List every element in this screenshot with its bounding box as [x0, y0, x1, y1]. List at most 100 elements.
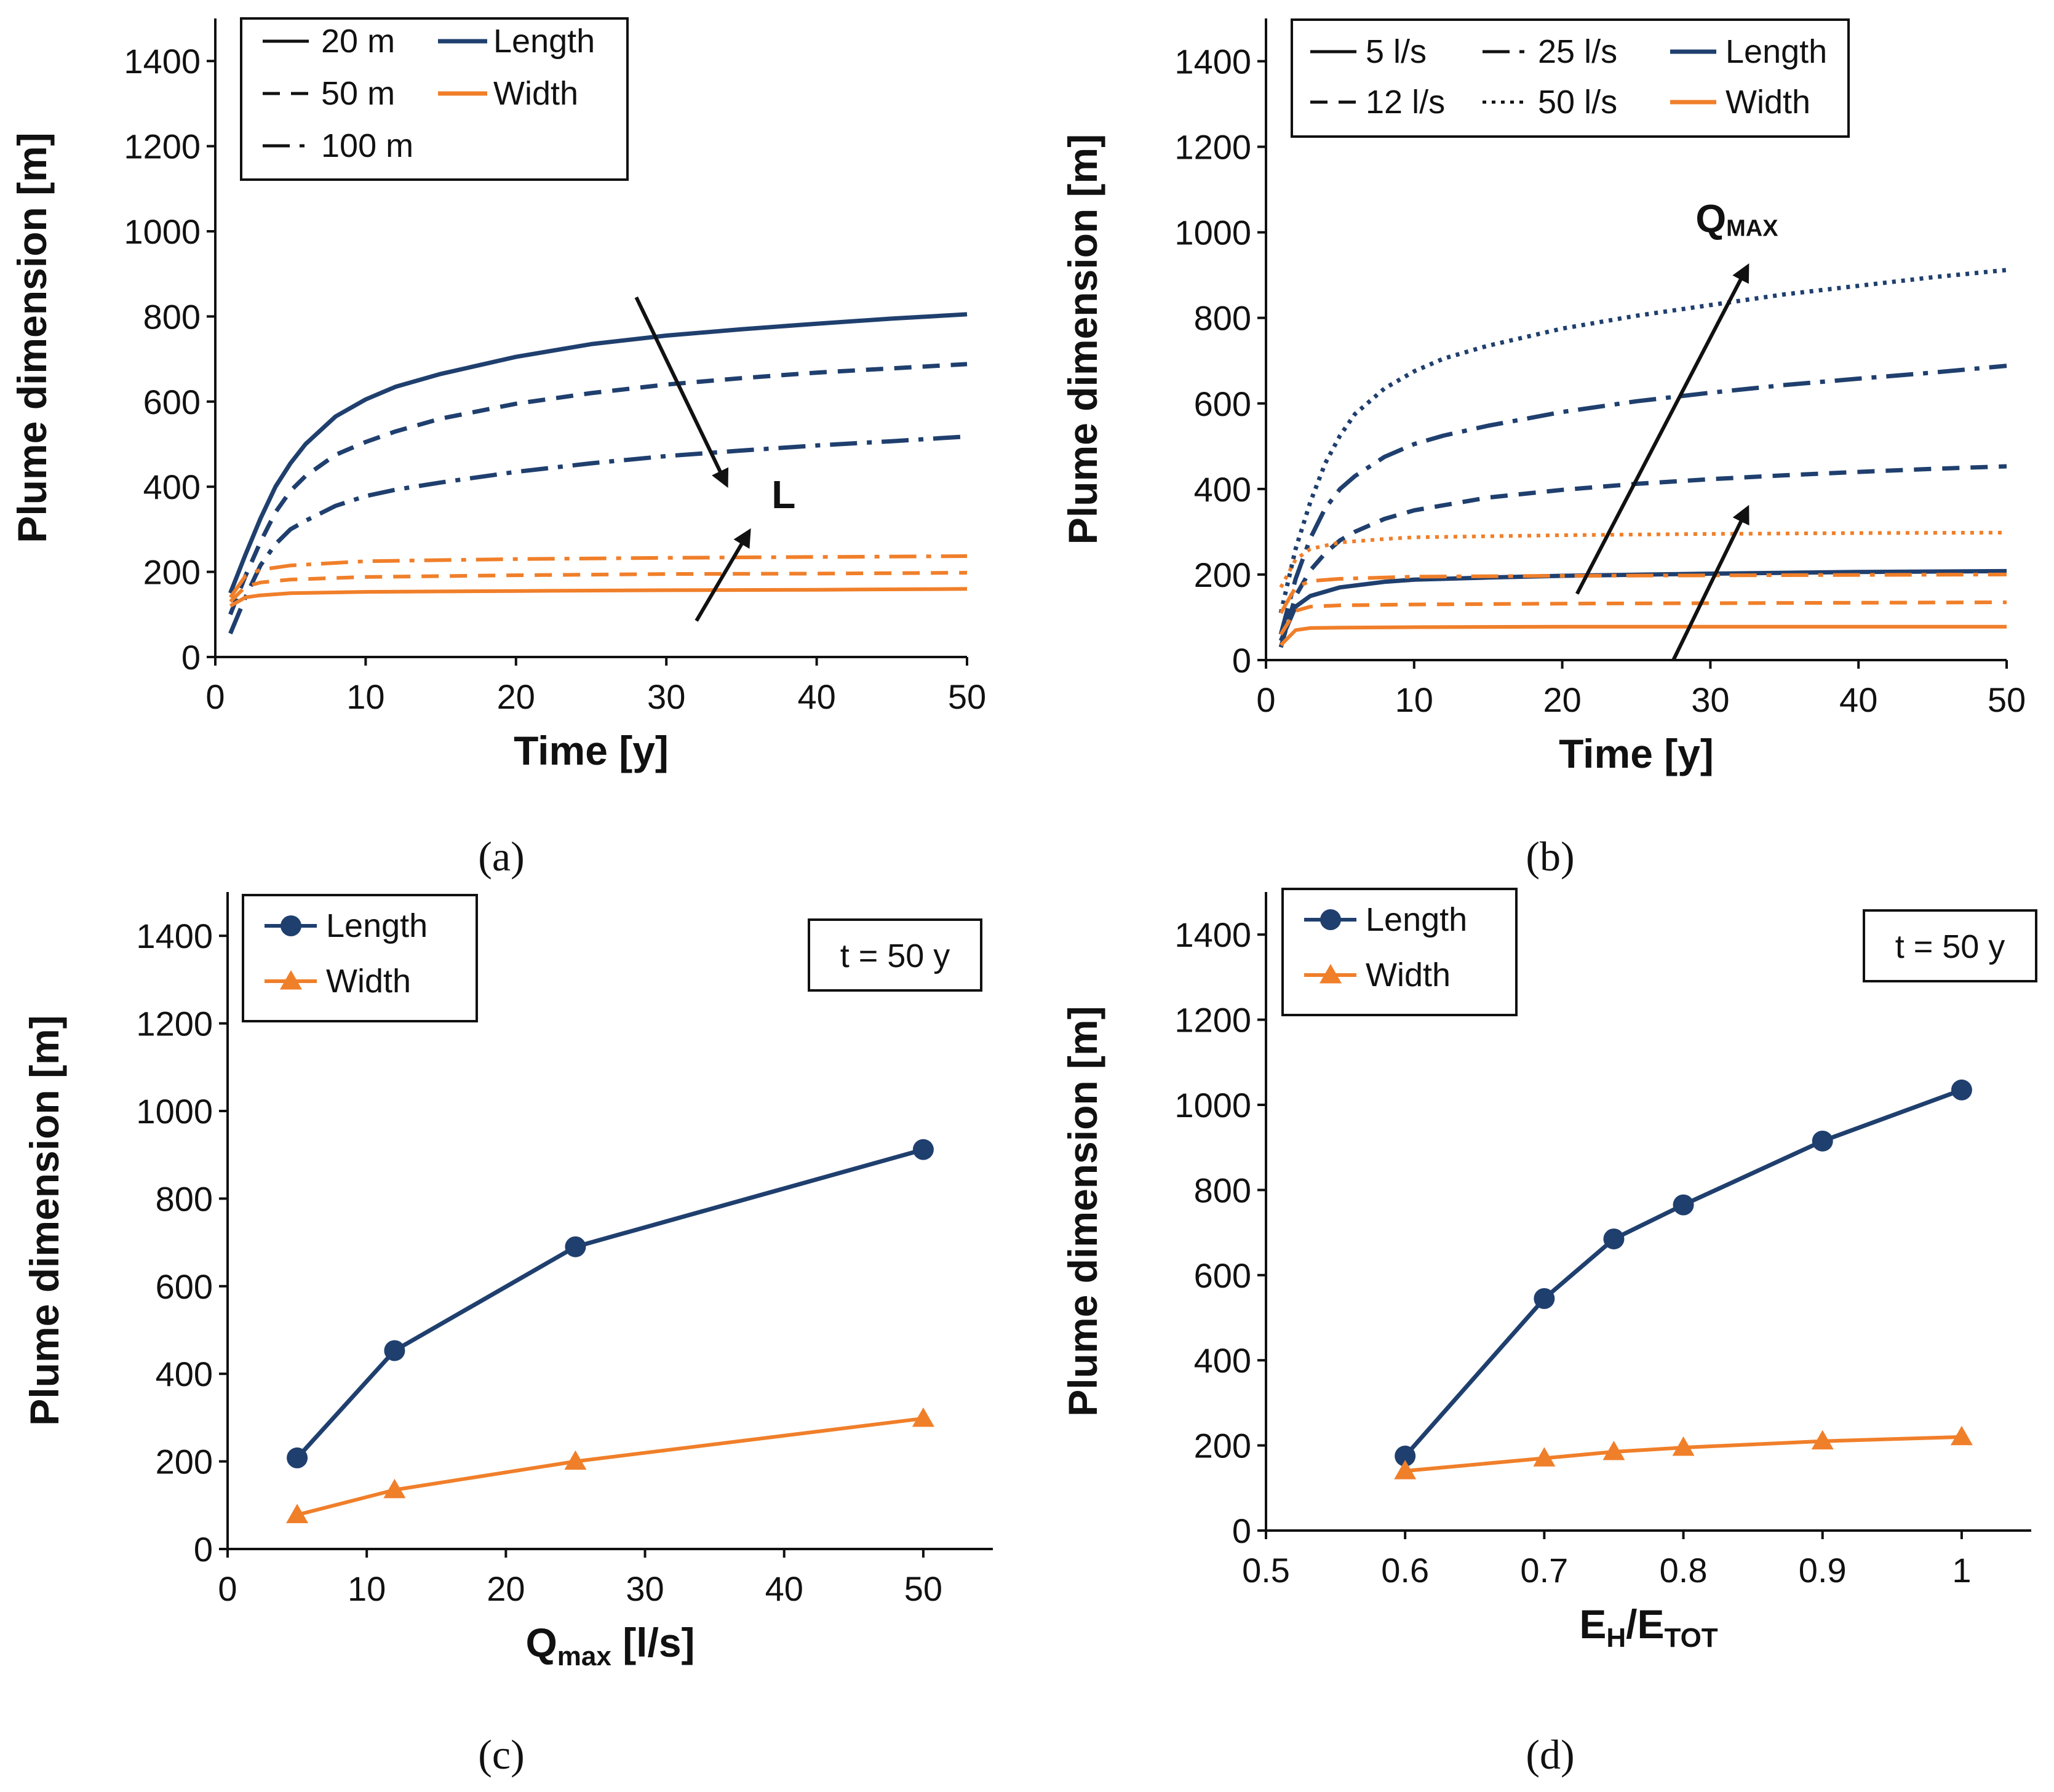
x-tick-label: 30: [626, 1569, 664, 1608]
y-axis-title: Plume dimension [m]: [22, 1015, 67, 1425]
legend-item-label: 12 l/s: [1366, 84, 1445, 121]
legend-item-label: 25 l/s: [1538, 33, 1617, 70]
time-textbox-label: t = 50 y: [1895, 928, 2005, 965]
x-tick-label: 50: [948, 677, 986, 716]
data-point-width: [383, 1478, 406, 1499]
y-tick-label: 1400: [1174, 42, 1251, 81]
legend-marker: [1320, 964, 1342, 984]
x-tick-label: 0: [218, 1569, 237, 1608]
y-tick-label: 600: [1194, 1256, 1251, 1295]
data-point-width: [1394, 1460, 1417, 1479]
x-tick-label: 1: [1952, 1551, 1971, 1590]
x-tick-label: 10: [1395, 680, 1433, 719]
x-tick-label: 40: [765, 1569, 803, 1608]
legend-box: [240, 17, 629, 181]
legend-item-label: Width: [326, 963, 411, 1000]
panel-label: (a): [478, 833, 524, 880]
y-tick-label: 400: [156, 1355, 213, 1393]
x-tick-label: 0.7: [1520, 1551, 1568, 1590]
data-point-length: [1395, 1445, 1416, 1467]
data-point-width: [1602, 1440, 1625, 1460]
data-point-length: [1951, 1079, 1972, 1101]
panel-label: (b): [1526, 833, 1574, 880]
y-tick-label: 400: [1194, 1341, 1251, 1380]
series-line-length-5-l-s: [1278, 568, 2007, 642]
data-point-width: [912, 1407, 934, 1427]
y-tick-label: 800: [1194, 299, 1251, 338]
series-line-width-5-l-s: [1279, 624, 2007, 647]
x-tick-label: 50: [904, 1569, 942, 1608]
x-tick-label: 20: [1543, 680, 1581, 719]
series-line-length: [1403, 1088, 1963, 1458]
data-point-length: [287, 1447, 308, 1468]
x-axis-title-part: Q: [525, 1620, 557, 1665]
x-tick-label: 30: [647, 677, 685, 716]
data-point-length: [1673, 1194, 1694, 1216]
y-tick-label: 0: [194, 1530, 213, 1569]
y-tick-label: 400: [1194, 470, 1251, 509]
series-line-length-25-l-s: [1278, 364, 2007, 635]
y-tick-label: 1400: [136, 917, 213, 955]
time-textbox: [808, 918, 982, 992]
legend-item-label: Width: [1366, 957, 1451, 994]
x-tick-label: 30: [1691, 680, 1729, 719]
series-line-width-12-l-s: [1279, 600, 2007, 635]
y-tick-label: 400: [143, 468, 201, 506]
annotation-label: QMAX: [1695, 197, 1778, 242]
x-tick-label: 0.9: [1799, 1551, 1847, 1590]
trend-arrow: [1671, 504, 1749, 661]
y-tick-label: 0: [1232, 641, 1251, 680]
legend-item-label: Length: [1726, 33, 1827, 70]
series-line-length-100-m: [228, 434, 968, 635]
annotation-main: L: [771, 472, 795, 517]
x-tick-label: 0.5: [1242, 1551, 1290, 1590]
x-axis-title-part: /E: [1626, 1601, 1664, 1647]
x-tick-label: 40: [797, 677, 835, 716]
y-tick-label: 800: [1194, 1171, 1251, 1209]
data-point-width: [1533, 1447, 1556, 1467]
y-tick-label: 1000: [136, 1092, 213, 1131]
panel-a: 0 200 400 600 800 1000 1200 1400 0 10 20 30 40 50 Plum…: [9, 17, 986, 880]
x-axis-title-part: max: [557, 1641, 612, 1671]
series-line-length-20-m: [228, 312, 968, 594]
x-axis-title: EH/ETOT: [1579, 1601, 1718, 1653]
y-tick-label: 600: [156, 1267, 213, 1306]
x-tick-label: 10: [346, 677, 384, 716]
legend-item-label: Length: [326, 907, 428, 944]
y-tick-label: 200: [1194, 1427, 1251, 1465]
time-textbox-label: t = 50 y: [840, 938, 950, 974]
series-line-width: [297, 1416, 924, 1517]
legend-item-label: Width: [493, 75, 578, 112]
y-axis-title: Plume dimension [m]: [1060, 1006, 1105, 1416]
legend-box: [242, 894, 478, 1022]
legend-item-label: 100 m: [321, 127, 413, 164]
legend-box: [1291, 18, 1850, 138]
x-axis-title-part: TOT: [1664, 1623, 1718, 1653]
data-point-length: [1534, 1288, 1555, 1309]
x-axis-title-part: H: [1606, 1623, 1626, 1653]
data-point-length: [565, 1236, 586, 1257]
data-point-width: [564, 1450, 587, 1470]
legend-item-label: Width: [1726, 84, 1810, 121]
x-tick-label: 0: [205, 677, 225, 716]
legend-marker: [1320, 909, 1341, 930]
legend-item-label: 50 l/s: [1538, 84, 1617, 121]
y-axis-title: Plume dimension [m]: [9, 132, 55, 543]
legend-item-label: 50 m: [321, 75, 395, 112]
legend-marker: [280, 970, 302, 990]
x-tick-label: 50: [1988, 680, 2026, 719]
x-tick-label: 0: [1256, 680, 1275, 719]
data-point-width: [1672, 1436, 1695, 1456]
series-line-length-50-m: [228, 362, 968, 616]
panel-label: (c): [478, 1731, 524, 1778]
y-tick-label: 1000: [124, 212, 201, 251]
legend-item-label: Length: [493, 23, 595, 60]
panel-b: 0 200 400 600 800 1000 1200 1400 0 10 20 30 40 50 Plum…: [1060, 18, 2026, 880]
y-tick-label: 0: [1232, 1511, 1251, 1550]
x-axis-title-part: [l/s]: [611, 1620, 695, 1665]
legend-item-label: 20 m: [321, 23, 395, 60]
x-axis-title-part: E: [1579, 1601, 1606, 1647]
annotation-main: Q: [1695, 197, 1726, 241]
series-line-width-50-l-s: [1279, 530, 2007, 589]
annotation-sub: MAX: [1726, 216, 1778, 242]
